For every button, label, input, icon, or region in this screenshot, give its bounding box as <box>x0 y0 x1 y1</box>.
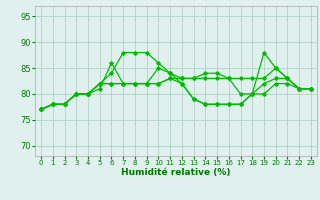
X-axis label: Humidité relative (%): Humidité relative (%) <box>121 168 231 177</box>
